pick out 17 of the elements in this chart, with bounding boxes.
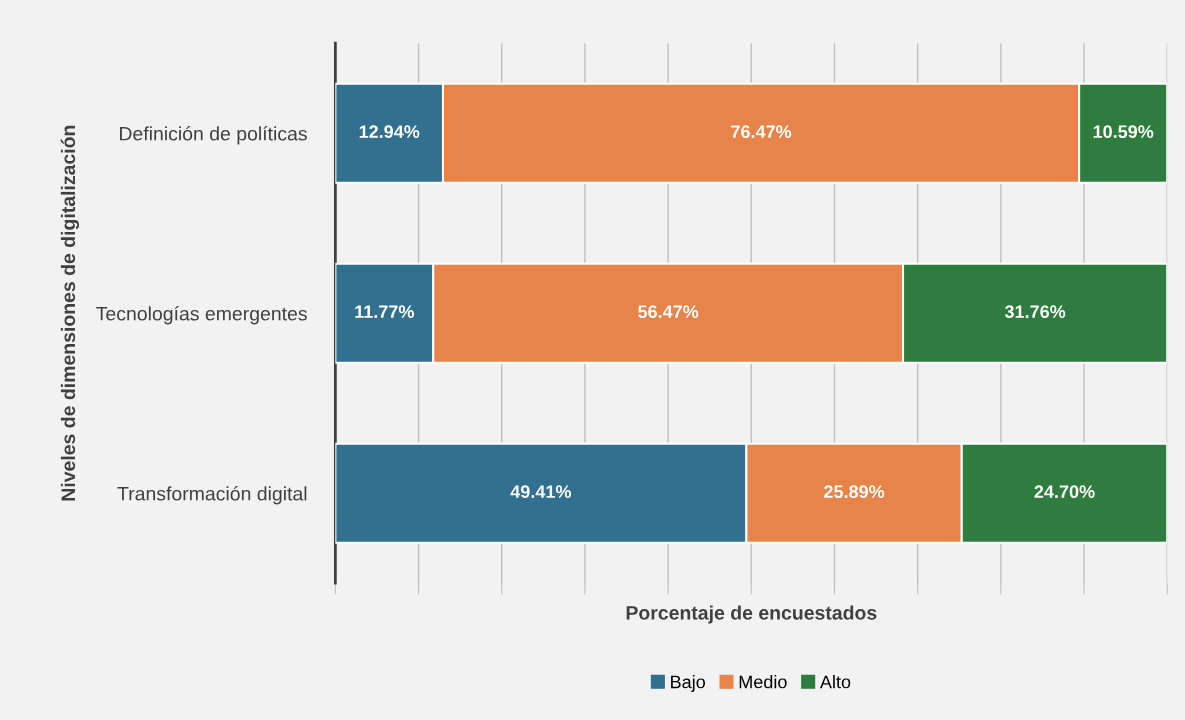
- data-label: 31.76%: [1004, 305, 1066, 319]
- legend-label: Medio: [739, 675, 787, 689]
- data-label: 24.70%: [1034, 485, 1095, 499]
- data-label: 10.59%: [1093, 125, 1154, 139]
- data-label: 11.77%: [355, 305, 414, 319]
- legend-label: Bajo: [671, 675, 705, 692]
- y-tick-label: Definición de políticas: [120, 126, 307, 145]
- data-label: 25.89%: [824, 485, 885, 499]
- y-tick-label: Tecnologías emergentes: [96, 306, 307, 325]
- legend-label: Alto: [819, 675, 851, 689]
- data-label: 49.41%: [510, 485, 572, 499]
- y-tick-label: Transformación digital: [117, 486, 307, 505]
- data-label: 12.94%: [359, 125, 420, 139]
- data-label: 56.47%: [638, 305, 699, 319]
- x-axis-title: Porcentaje de encuestados: [626, 605, 877, 624]
- y-axis-title: Niveles de dimensiones de digitalización: [60, 125, 80, 501]
- data-label: 76.47%: [731, 125, 792, 139]
